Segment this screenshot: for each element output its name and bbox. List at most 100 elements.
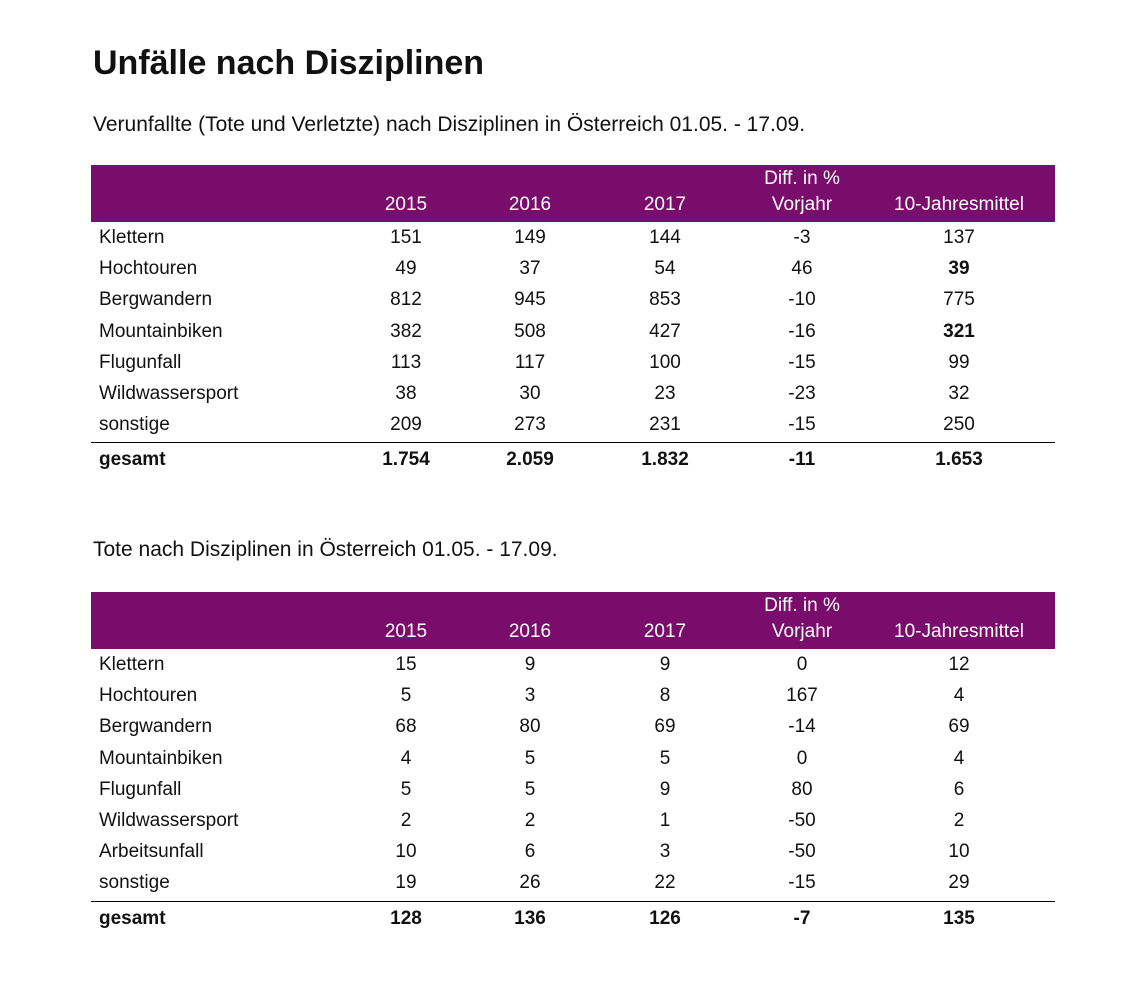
page-title: Unfälle nach Disziplinen	[93, 44, 485, 82]
column-header: 10-Jahresmittel	[894, 194, 1024, 215]
cell: 427	[649, 320, 681, 342]
row-label: Bergwandern	[99, 716, 213, 738]
cell: 853	[649, 289, 681, 311]
cell: -50	[788, 810, 816, 831]
column-header: 2017	[643, 194, 687, 215]
row-label: Flugunfall	[99, 778, 182, 800]
cell: 5	[400, 778, 412, 800]
column-header: Diff. in %	[764, 595, 840, 616]
cell: 775	[943, 289, 975, 311]
cell: 100	[649, 351, 681, 373]
cell: 273	[514, 414, 546, 436]
cell: 26	[519, 872, 541, 894]
row-label: Bergwandern	[99, 289, 213, 311]
row-label: Klettern	[99, 227, 165, 248]
cell: 945	[514, 289, 546, 311]
row-label: Mountainbiken	[99, 320, 223, 342]
cell: 6	[953, 778, 965, 800]
cell: -15	[788, 351, 816, 373]
column-header: Vorjahr	[771, 194, 833, 215]
cell: 231	[649, 414, 681, 436]
cell: 149	[514, 227, 546, 248]
column-header: 2017	[643, 621, 687, 642]
cell: -15	[788, 414, 816, 436]
cell: 209	[390, 414, 422, 436]
total-cell: 128	[390, 907, 422, 929]
cell: 321	[943, 320, 975, 342]
cell: 23	[654, 383, 676, 404]
cell: 49	[395, 258, 417, 280]
column-header: Diff. in %	[764, 168, 840, 189]
cell: 382	[390, 320, 422, 342]
cell: 117	[514, 351, 546, 373]
cell: -16	[788, 320, 816, 342]
row-label: Hochtouren	[99, 685, 198, 707]
rule	[91, 900, 1055, 902]
cell: 9	[659, 654, 671, 675]
cell: 69	[948, 716, 970, 738]
cell: 5	[659, 747, 671, 769]
total-cell: 1.754	[382, 449, 430, 471]
row-label: Wildwassersport	[99, 810, 239, 831]
total-cell: -11	[788, 449, 816, 471]
row-label: Mountainbiken	[99, 747, 223, 769]
row-label: Flugunfall	[99, 351, 182, 373]
cell: 5	[524, 747, 536, 769]
cell: 0	[796, 654, 808, 675]
cell: 12	[948, 654, 970, 675]
table-heading: Tote nach Disziplinen in Österreich 01.0…	[93, 538, 558, 561]
cell: 80	[519, 716, 541, 738]
total-cell: 2.059	[506, 449, 554, 471]
cell: 9	[659, 778, 671, 800]
cell: 29	[948, 872, 970, 894]
cell: 9	[524, 654, 536, 675]
cell: 10	[948, 841, 970, 863]
total-cell: 135	[943, 907, 975, 929]
total-label: gesamt	[99, 449, 166, 471]
column-header: 2016	[508, 621, 552, 642]
cell: 167	[786, 685, 818, 707]
table-header	[91, 165, 1055, 222]
cell: 812	[390, 289, 422, 311]
cell: -23	[788, 383, 816, 404]
rule	[91, 442, 1055, 444]
cell: 32	[948, 383, 970, 404]
total-cell: 126	[649, 907, 681, 929]
row-label: Hochtouren	[99, 258, 198, 280]
cell: 39	[948, 258, 970, 280]
row-label: sonstige	[99, 414, 170, 436]
cell: 37	[519, 258, 541, 280]
cell: 99	[948, 351, 970, 373]
cell: 22	[654, 872, 676, 894]
column-header: 2016	[508, 194, 552, 215]
total-cell: 136	[514, 907, 546, 929]
cell: 113	[390, 351, 422, 373]
column-header: Vorjahr	[771, 621, 833, 642]
table-heading: Verunfallte (Tote und Verletzte) nach Di…	[93, 113, 806, 136]
cell: 54	[654, 258, 676, 280]
cell: 19	[395, 872, 417, 894]
cell: 1	[659, 810, 671, 831]
cell: 2	[400, 810, 412, 831]
total-cell: 1.653	[935, 449, 983, 471]
cell: 144	[649, 227, 681, 248]
cell: 2	[524, 810, 536, 831]
cell: 30	[519, 383, 541, 404]
cell: 69	[654, 716, 676, 738]
row-label: Klettern	[99, 654, 165, 675]
table-header	[91, 592, 1055, 649]
total-cell: 1.832	[641, 449, 689, 471]
cell: 5	[524, 778, 536, 800]
cell: 5	[400, 685, 412, 707]
cell: 6	[524, 841, 536, 863]
cell: 3	[524, 685, 536, 707]
cell: -10	[788, 289, 816, 311]
total-label: gesamt	[99, 907, 166, 929]
cell: 80	[791, 778, 813, 800]
cell: 4	[400, 747, 412, 769]
cell: 4	[953, 747, 965, 769]
column-header: 10-Jahresmittel	[894, 621, 1024, 642]
row-label: Arbeitsunfall	[99, 841, 204, 863]
cell: -3	[793, 227, 811, 248]
